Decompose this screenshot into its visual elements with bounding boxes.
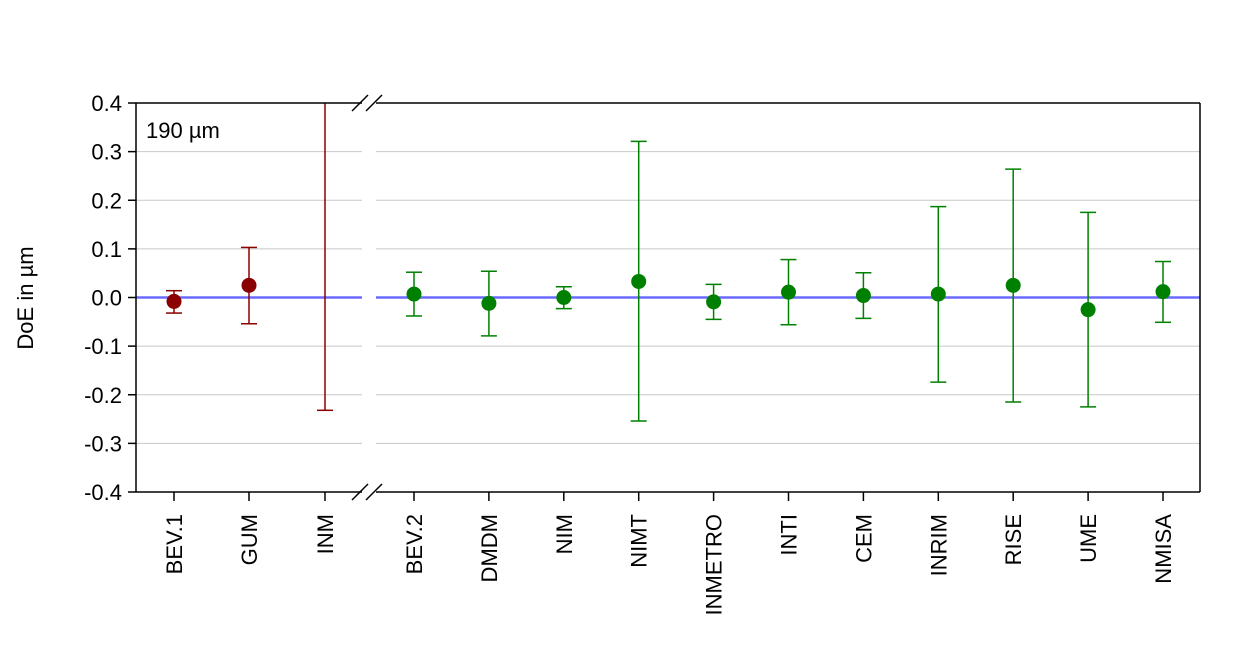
point-UME (1080, 302, 1096, 318)
y-tick-label: -0.2 (84, 383, 122, 408)
x-tick-label: DMDM (477, 514, 502, 582)
point-INTI (781, 284, 796, 300)
y-tick-label: 0.2 (91, 188, 122, 213)
x-tick-label: CEM (851, 514, 876, 563)
y-tick-label: 0.3 (91, 140, 122, 165)
x-tick-label: NIM (552, 514, 577, 554)
error-bars (166, 103, 1171, 422)
x-tick-label: INRIM (926, 514, 951, 576)
y-tick-label: 0.1 (91, 237, 122, 262)
point-BEV.2 (406, 286, 422, 302)
break-mark (351, 483, 369, 501)
point-DMDM (481, 295, 497, 311)
x-tick-label: GUM (237, 514, 262, 565)
y-axis-ticks: -0.4 -0.3 -0.2 -0.1 0.0 0.1 0.2 0.3 0.4 (84, 91, 136, 505)
point-GUM (241, 277, 257, 293)
x-tick-label: UME (1076, 514, 1101, 563)
y-axis-title: DoE in µm (13, 246, 38, 349)
x-axis-ticks: BEV.1 GUM INM BEV.2 DMDM NIM NIMT INMETRO INTI CE… (162, 492, 1176, 615)
x-tick-label: NMISA (1151, 514, 1176, 584)
y-tick-label: -0.3 (84, 431, 122, 456)
x-tick-label: RISE (1001, 514, 1026, 565)
x-tick-label: NIMT (627, 514, 652, 568)
y-tick-label: -0.4 (84, 480, 122, 505)
axis-break-marks (351, 94, 383, 501)
x-tick-label: INTI (777, 514, 802, 556)
point-INRIM (930, 286, 946, 302)
y-tick-label: 0.4 (91, 91, 122, 116)
x-tick-label: BEV.2 (402, 514, 427, 574)
data-points (166, 273, 1171, 318)
point-NIM (556, 290, 572, 305)
point-NMISA (1155, 284, 1171, 300)
y-tick-label: -0.1 (84, 334, 122, 359)
x-tick-label: BEV.1 (162, 514, 187, 574)
break-mark (365, 483, 383, 501)
point-RISE (1005, 277, 1021, 293)
point-NIMT (631, 273, 647, 289)
grid-lines (136, 151, 1200, 444)
y-tick-label: 0.0 (91, 286, 122, 311)
point-CEM (855, 288, 871, 304)
break-mark (365, 94, 383, 112)
chart-annotation: 190 µm (146, 118, 220, 143)
point-BEV.1 (166, 293, 182, 309)
break-mark (351, 94, 369, 112)
x-tick-label: INMETRO (702, 514, 727, 615)
x-tick-label: INM (313, 514, 338, 554)
point-INMETRO (706, 294, 722, 310)
